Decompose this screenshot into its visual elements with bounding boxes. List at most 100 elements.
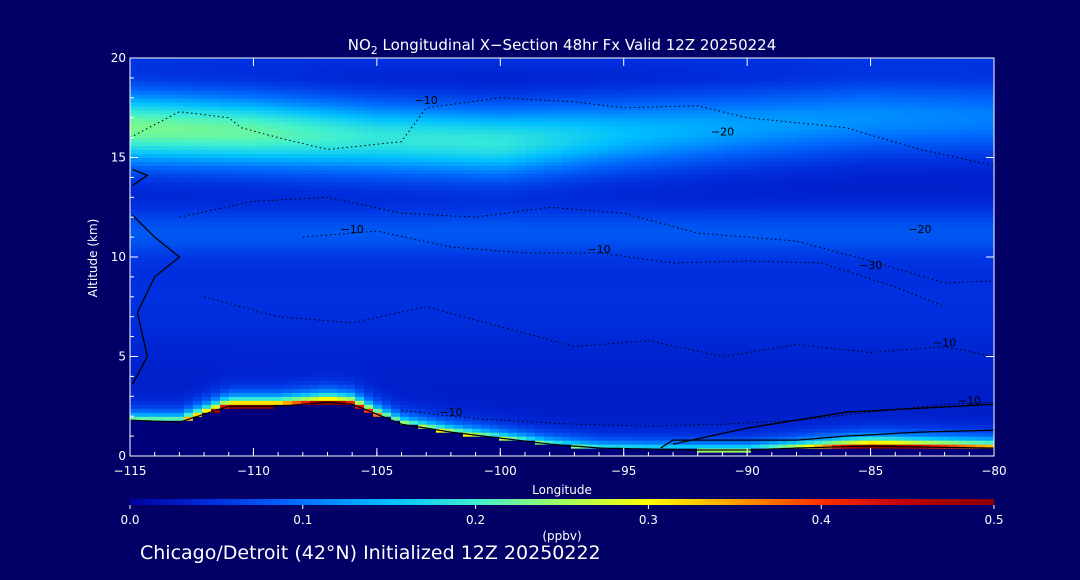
heatmap-cell bbox=[382, 165, 392, 170]
heatmap-cell bbox=[499, 285, 509, 290]
heatmap-cell bbox=[202, 158, 212, 163]
heatmap-cell bbox=[418, 118, 428, 123]
heatmap-cell bbox=[175, 448, 185, 453]
heatmap-cell bbox=[265, 106, 275, 111]
heatmap-cell bbox=[544, 94, 554, 99]
heatmap-cell bbox=[193, 106, 203, 111]
heatmap-cell bbox=[508, 253, 518, 258]
heatmap-cell bbox=[193, 364, 203, 369]
heatmap-cell bbox=[328, 245, 338, 250]
heatmap-cell bbox=[319, 269, 329, 274]
heatmap-cell bbox=[274, 138, 284, 143]
heatmap-cell bbox=[355, 253, 365, 258]
heatmap-cell bbox=[148, 388, 158, 393]
heatmap-cell bbox=[265, 66, 275, 71]
heatmap-cell bbox=[436, 448, 446, 453]
heatmap-cell bbox=[490, 305, 500, 310]
heatmap-cell bbox=[247, 249, 257, 254]
heatmap-cell bbox=[274, 317, 284, 322]
heatmap-cell bbox=[544, 241, 554, 246]
heatmap-cell bbox=[364, 368, 374, 373]
heatmap-cell bbox=[499, 106, 509, 111]
heatmap-cell bbox=[382, 293, 392, 298]
heatmap-cell bbox=[184, 134, 194, 139]
heatmap-cell bbox=[553, 161, 563, 166]
heatmap-cell bbox=[283, 400, 293, 405]
heatmap-cell bbox=[328, 209, 338, 214]
chart-title-prefix: NO bbox=[348, 36, 371, 54]
heatmap-cell bbox=[472, 309, 482, 314]
heatmap-cell bbox=[508, 321, 518, 326]
heatmap-cell bbox=[319, 217, 329, 222]
heatmap-cell bbox=[481, 380, 491, 385]
heatmap-cell bbox=[490, 329, 500, 334]
heatmap-cell bbox=[211, 309, 221, 314]
heatmap-cell bbox=[328, 98, 338, 103]
heatmap-cell bbox=[184, 161, 194, 166]
heatmap-cell bbox=[463, 305, 473, 310]
heatmap-cell bbox=[409, 428, 419, 433]
heatmap-cell bbox=[130, 396, 140, 401]
heatmap-cell bbox=[409, 70, 419, 75]
heatmap-cell bbox=[553, 229, 563, 234]
heatmap-cell bbox=[517, 233, 527, 238]
heatmap-cell bbox=[292, 376, 302, 381]
heatmap-cell bbox=[400, 185, 410, 190]
heatmap-cell bbox=[463, 74, 473, 79]
heatmap-cell bbox=[193, 285, 203, 290]
heatmap-cell bbox=[256, 337, 266, 342]
heatmap-cell bbox=[553, 408, 563, 413]
heatmap-cell bbox=[400, 130, 410, 135]
heatmap-cell bbox=[562, 408, 572, 413]
heatmap-cell bbox=[310, 110, 320, 115]
heatmap-cell bbox=[400, 58, 410, 63]
heatmap-cell bbox=[409, 444, 419, 449]
heatmap-cell bbox=[463, 341, 473, 346]
heatmap-cell bbox=[229, 424, 239, 429]
heatmap-cell bbox=[544, 154, 554, 159]
heatmap-cell bbox=[229, 205, 239, 210]
heatmap-cell bbox=[247, 150, 257, 155]
heatmap-cell bbox=[292, 372, 302, 377]
heatmap-cell bbox=[409, 114, 419, 119]
heatmap-cell bbox=[292, 388, 302, 393]
heatmap-cell bbox=[499, 376, 509, 381]
heatmap-cell bbox=[247, 165, 257, 170]
heatmap-cell bbox=[229, 408, 239, 413]
heatmap-cell bbox=[247, 233, 257, 238]
heatmap-cell bbox=[517, 404, 527, 409]
heatmap-cell bbox=[238, 281, 248, 286]
heatmap-cell bbox=[490, 66, 500, 71]
heatmap-cell bbox=[535, 114, 545, 119]
heatmap-cell bbox=[418, 313, 428, 318]
heatmap-cell bbox=[247, 341, 257, 346]
heatmap-cell bbox=[526, 150, 536, 155]
heatmap-cell bbox=[391, 333, 401, 338]
heatmap-cell bbox=[265, 118, 275, 123]
heatmap-cell bbox=[148, 114, 158, 119]
heatmap-cell bbox=[499, 126, 509, 131]
heatmap-cell bbox=[184, 396, 194, 401]
heatmap-cell bbox=[382, 58, 392, 63]
heatmap-cell bbox=[283, 289, 293, 294]
heatmap-cell bbox=[310, 169, 320, 174]
heatmap-cell bbox=[418, 321, 428, 326]
heatmap-cell bbox=[175, 86, 185, 91]
heatmap-cell bbox=[400, 301, 410, 306]
heatmap-cell bbox=[499, 357, 509, 362]
heatmap-cell bbox=[175, 185, 185, 190]
heatmap-cell bbox=[418, 305, 428, 310]
heatmap-cell bbox=[391, 293, 401, 298]
heatmap-cell bbox=[319, 360, 329, 365]
heatmap-cell bbox=[409, 416, 419, 421]
heatmap-cell bbox=[211, 154, 221, 159]
heatmap-cell bbox=[148, 130, 158, 135]
heatmap-cell bbox=[571, 353, 581, 358]
heatmap-cell bbox=[283, 106, 293, 111]
heatmap-cell bbox=[247, 349, 257, 354]
heatmap-cell bbox=[328, 353, 338, 358]
heatmap-cell bbox=[148, 74, 158, 79]
heatmap-cell bbox=[463, 185, 473, 190]
heatmap-cell bbox=[274, 134, 284, 139]
heatmap-cell bbox=[400, 165, 410, 170]
